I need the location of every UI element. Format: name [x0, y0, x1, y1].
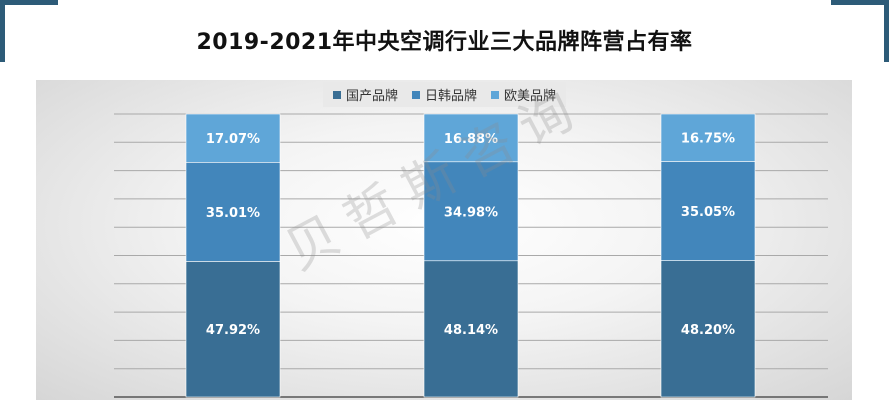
bar-segment-domestic: [423, 260, 519, 398]
legend-item-jpkr: 日韩品牌: [411, 85, 477, 104]
bar-segment-euus: [185, 113, 281, 163]
legend-swatch-jpkr: [411, 90, 420, 99]
legend-swatch-euus: [491, 90, 499, 99]
corner-accent-top-left-horizontal: [0, 0, 58, 5]
bar-segment-jpkr: [423, 161, 519, 262]
bar-segment-jpkr: [660, 161, 756, 261]
data-label-jpkr: 35.01%: [206, 206, 260, 221]
bar-segment-jpkr: [185, 162, 281, 262]
bar-segment-euus: [423, 113, 519, 163]
data-label-domestic: 47.92%: [206, 323, 260, 338]
corner-accent-top-left-vertical: [0, 0, 5, 62]
corner-accent-top-right-vertical: [884, 0, 889, 62]
legend-label-jpkr: 日韩品牌: [424, 89, 477, 104]
legend-label-euus: 欧美品牌: [504, 89, 557, 104]
legend-item-euus: 欧美品牌: [491, 85, 556, 104]
bar-segment-euus: [660, 113, 756, 162]
corner-accent-top-right-horizontal: [831, 0, 889, 5]
legend-swatch-domestic: [332, 90, 341, 99]
data-label-jpkr: 34.98%: [444, 205, 498, 220]
bar-segment-domestic: [660, 260, 756, 398]
legend-item-domestic: 国产品牌: [332, 85, 398, 104]
bar-segment-domestic: [185, 261, 281, 398]
data-label-domestic: 48.20%: [681, 323, 735, 338]
data-label-jpkr: 35.05%: [681, 205, 735, 220]
legend-label-domestic: 国产品牌: [345, 89, 398, 104]
chart-title: 2019-2021年中央空调行业三大品牌阵营占有率: [196, 30, 693, 55]
data-label-euus: 17.07%: [206, 132, 260, 147]
data-label-domestic: 48.14%: [444, 323, 498, 338]
data-label-euus: 16.75%: [681, 132, 735, 147]
data-label-euus: 16.88%: [444, 132, 498, 147]
legend: 国产品牌 日韩品牌 欧美品牌: [0, 82, 889, 107]
